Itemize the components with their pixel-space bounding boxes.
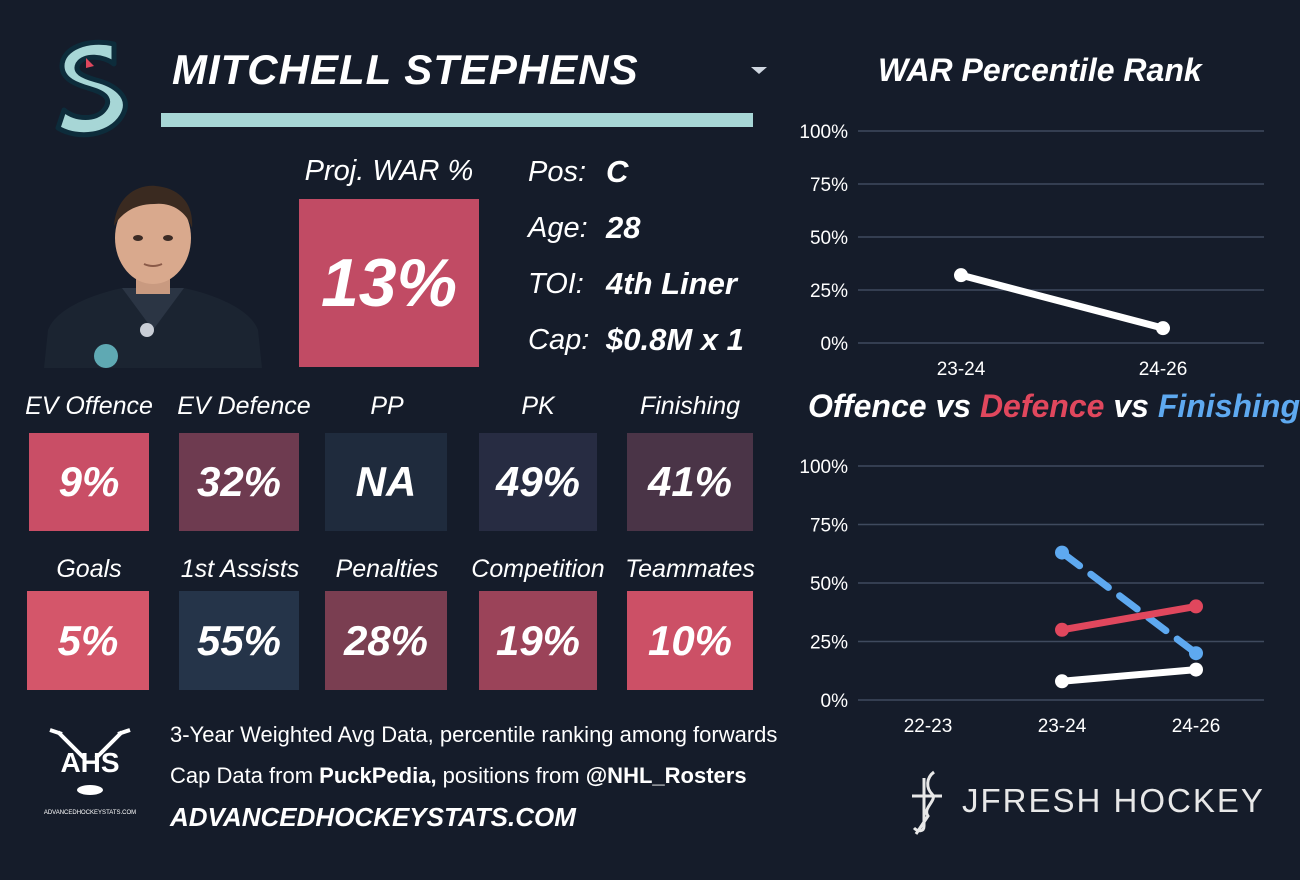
player-photo [44,185,262,368]
series-0-line [1058,549,1200,657]
ahs-logo: AHS ADVANCEDHOCKEYSTATS.COM [44,728,136,816]
series-1-point [1055,622,1069,637]
y-tick-label: 50% [810,228,848,249]
footer-url[interactable]: ADVANCEDHOCKEYSTATS.COM [170,802,576,832]
footer-note: 3-Year Weighted Avg Data, percentile ran… [170,722,778,747]
toi-value: 4th Liner [606,266,737,301]
goals-label: Goals [56,555,122,583]
y-tick-label: 75% [810,175,848,196]
toi-label: TOI: [528,268,584,300]
series-2-point [1055,674,1069,689]
y-tick-label: 25% [810,281,848,302]
series-2-line [1058,666,1200,685]
ev-defence-value: 32% [179,433,299,531]
jfresh-logo [912,770,942,835]
ev-offence-label: EV Offence [25,392,153,420]
pos-label: Pos: [528,156,587,188]
competition-label: Competition [471,555,605,583]
teammates-label: Teammates [625,555,755,583]
x-tick-label: 24-26 [1172,716,1221,737]
penalties-value: 28% [325,591,447,690]
offence-defence-finishing-title: Offence vs Defence vs Finishing [808,388,1300,425]
name-underline-bar [161,113,753,127]
x-tick-label: 24-26 [1139,359,1188,380]
pos-value: C [606,154,629,189]
x-tick-label: 23-24 [1038,716,1087,737]
pk-label: PK [521,392,555,420]
age-label: Age: [528,212,588,244]
series-0-line [957,271,1167,332]
cap-value: $0.8M x 1 [606,322,744,357]
ev-defence-label: EV Defence [177,392,311,420]
brand-text: JFRESH HOCKEY [962,782,1265,819]
footer-sources: Cap Data from PuckPedia, positions from … [170,763,747,788]
finishing-label: Finishing [639,392,741,420]
pp-label: PP [370,392,404,420]
y-tick-label: 100% [799,122,848,143]
title-offence: Offence [808,388,927,424]
series-1-line [1058,602,1200,634]
war-percentile-chart: 100% 75% 50% 25% 0% 23-24 24-26 [799,122,1264,380]
series-0-point [1189,646,1203,661]
series-0-point [954,268,968,283]
series-1-point [1189,599,1203,614]
y-tick-label: 0% [821,691,849,712]
title-vs-1: vs [926,388,980,424]
series-2-point [1189,662,1203,677]
title-defence: Defence [979,388,1105,424]
x-tick-label: 22-23 [904,716,953,737]
cap-label: Cap: [528,324,590,356]
pk-value: 49% [479,433,597,531]
penalties-label: Penalties [335,555,439,583]
first-assists-label: 1st Assists [180,555,300,583]
offence-defence-finishing-chart: 100% 75% 50% 25% 0% 22-23 23-24 24-26 [799,457,1264,737]
ev-offence-value: 9% [29,433,149,531]
svg-text:ADVANCEDHOCKEYSTATS.COM: ADVANCEDHOCKEYSTATS.COM [44,810,136,816]
proj-war-value: 13% [299,199,479,367]
player-name: MITCHELL STEPHENS [172,46,639,93]
y-tick-label: 25% [810,633,848,654]
proj-war-label: Proj. WAR % [304,155,474,187]
chevron-down-icon[interactable] [748,64,770,78]
x-tick-label: 23-24 [937,359,986,380]
series-0-point [1055,545,1069,560]
y-tick-label: 0% [821,334,849,355]
first-assists-value: 55% [179,591,299,690]
y-tick-label: 50% [810,574,848,595]
war-chart-title: WAR Percentile Rank [878,52,1202,88]
series-0-point [1156,321,1170,336]
kraken-logo [55,39,128,138]
finishing-value: 41% [627,433,753,531]
y-tick-label: 100% [799,457,848,478]
teammates-value: 10% [627,591,753,690]
competition-value: 19% [479,591,597,690]
svg-text:AHS: AHS [60,747,119,778]
pp-value: NA [325,433,447,531]
title-finishing: Finishing [1157,388,1300,424]
y-tick-label: 75% [810,516,848,537]
title-vs-2: vs [1104,388,1158,424]
age-value: 28 [606,210,641,245]
goals-value: 5% [27,591,149,690]
